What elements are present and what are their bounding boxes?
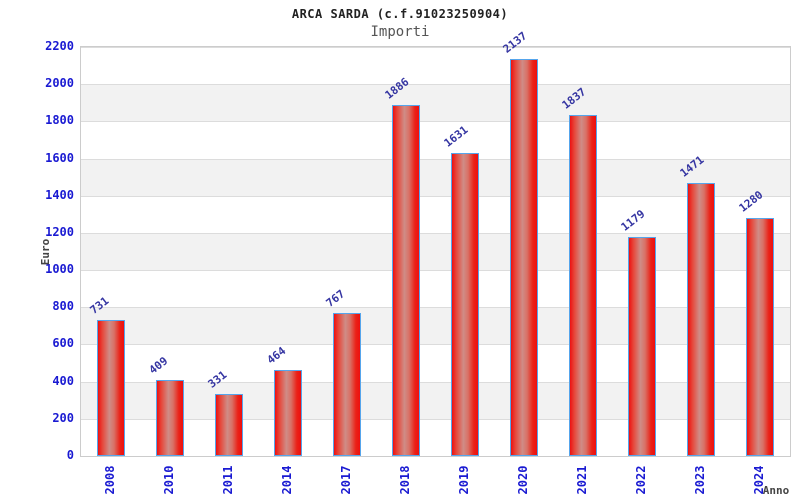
bar-2023 [687, 182, 716, 456]
y-tick-label: 2200 [45, 39, 74, 53]
background-band [81, 232, 790, 271]
bar-2024 [746, 218, 775, 456]
x-tick-label: 2024 [752, 465, 767, 495]
bar-value-label: 464 [264, 344, 289, 367]
bar-value-label: 1179 [618, 207, 648, 234]
x-tick-label: 2019 [457, 465, 472, 495]
bar-2014 [273, 369, 302, 456]
y-tick-label: 0 [66, 448, 74, 462]
bar-2020 [510, 58, 539, 456]
x-tick-label: 2020 [516, 465, 531, 495]
background-band [81, 307, 790, 345]
bar-2021 [569, 114, 598, 456]
gridline [81, 270, 790, 272]
bar-2008 [96, 320, 125, 456]
gridline [81, 232, 790, 234]
y-tick-label: 1600 [45, 150, 74, 165]
x-tick-label: 2014 [279, 465, 294, 495]
gridline [81, 307, 790, 309]
bar-value-label: 409 [146, 354, 170, 377]
y-tick-label: 1800 [45, 113, 74, 128]
bar-2010 [155, 379, 184, 456]
x-tick-label: 2023 [693, 465, 708, 495]
bar-value-label: 767 [323, 287, 348, 311]
gridline [81, 418, 790, 420]
x-tick-label: 2018 [397, 465, 412, 495]
gridline [81, 381, 790, 383]
bar-2017 [332, 313, 361, 456]
x-tick-label: 2010 [161, 465, 176, 495]
bar-2018 [391, 105, 420, 456]
y-tick-label: 2000 [45, 76, 74, 91]
background-band [81, 84, 790, 122]
y-tick-label: 1200 [45, 224, 74, 239]
x-tick-label: 2022 [634, 465, 649, 495]
y-tick-label: 1400 [45, 187, 74, 202]
plot-area: 731 409 331 464 767 1886 1631 2137 1837 1179 1471 1… [80, 29, 791, 457]
y-axis: 0 200 400 600 800 1000 1200 1400 1600 1800 2000 220… [0, 39, 74, 462]
gridline [81, 195, 790, 197]
y-axis-title: Euro [39, 238, 52, 266]
x-tick-label: 2011 [220, 465, 235, 495]
gridline [81, 158, 790, 160]
y-tick-label: 800 [52, 299, 74, 314]
x-tick-label: 2008 [102, 465, 117, 495]
y-tick-label: 400 [52, 373, 74, 388]
bar-2019 [451, 152, 480, 456]
y-tick-label: 600 [52, 336, 74, 351]
background-band [81, 381, 790, 419]
x-axis-title: Anno [762, 484, 790, 497]
y-tick-label: 1000 [45, 262, 74, 277]
background-band [81, 158, 790, 196]
y-tick-label: 200 [52, 410, 74, 425]
bar-2011 [214, 394, 243, 456]
x-tick-label: 2017 [338, 465, 353, 495]
bar-value-label: 1631 [441, 123, 471, 150]
gridline [81, 121, 790, 123]
gridline [81, 84, 790, 86]
chart-subtitle: Importi [370, 24, 430, 40]
x-tick-label: 2021 [575, 465, 590, 495]
chart-title: ARCA SARDA (c.f.91023250904) [291, 7, 509, 21]
gridline [81, 344, 790, 346]
bar-2022 [628, 236, 657, 456]
gridline [81, 47, 790, 48]
